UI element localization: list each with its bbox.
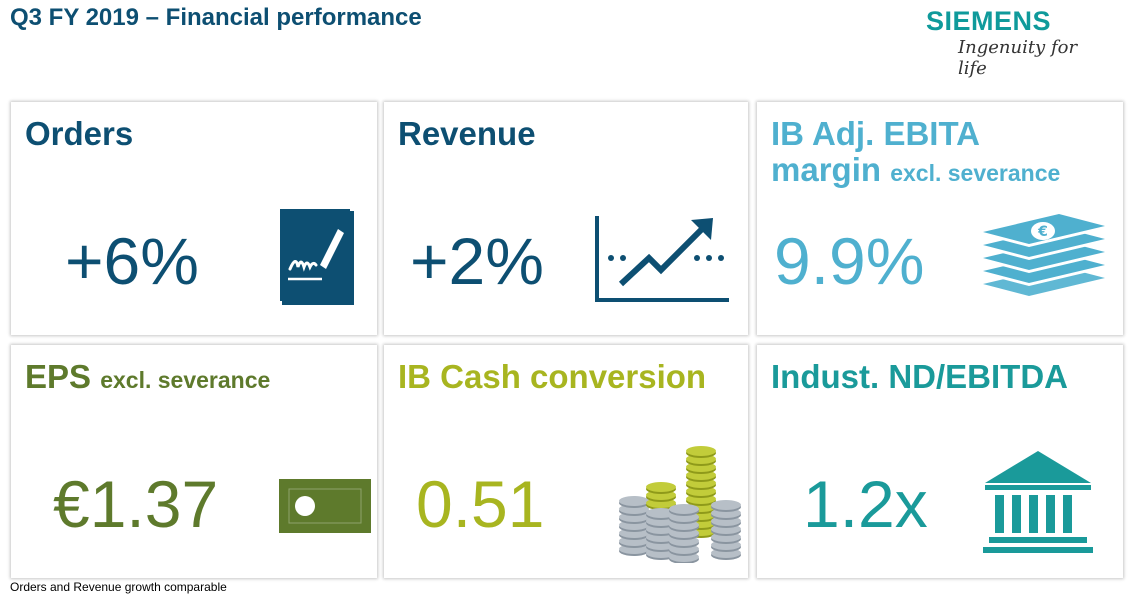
tile-value: €1.37	[53, 467, 219, 541]
kpi-tile-indust-nd-ebitda: Indust. ND/EBITDA 1.2x	[757, 345, 1123, 578]
rising-trend-chart-icon	[595, 216, 729, 302]
tile-value: 0.51	[416, 467, 545, 541]
euro-banknote-stack-icon: €	[983, 214, 1105, 296]
tile-title: EPS excl. severance	[25, 358, 271, 395]
page-title: Q3 FY 2019 – Financial performance	[10, 4, 422, 31]
kpi-tile-eps: EPS excl. severance €1.37	[11, 345, 377, 578]
tile-title: Indust. ND/EBITDA	[771, 358, 1068, 395]
tile-value: +6%	[65, 224, 199, 298]
tile-title-line2: margin	[771, 151, 882, 189]
siemens-logo: SIEMENS Ingenuity for life	[926, 6, 1106, 79]
tile-title: IB Adj. EBITA margin excl. severance	[771, 115, 1061, 189]
tile-title-line1: IB Adj. EBITA	[771, 115, 980, 152]
tile-subtitle: excl. severance	[890, 160, 1061, 187]
kpi-tile-orders: Orders +6%	[11, 102, 377, 335]
bank-building-icon	[983, 451, 1093, 553]
kpi-tile-revenue: Revenue +2%	[384, 102, 748, 335]
tile-title: Revenue	[398, 115, 536, 152]
tile-title-main: EPS	[25, 358, 92, 395]
svg-text:€: €	[1037, 224, 1048, 240]
banknote-icon	[279, 479, 371, 533]
tile-value: 1.2x	[803, 467, 928, 541]
signed-document-icon	[278, 207, 354, 305]
tile-value: 9.9%	[774, 224, 925, 298]
kpi-tile-ib-adj-ebita-margin: IB Adj. EBITA margin excl. severance 9.9…	[757, 102, 1123, 335]
tile-title: Orders	[25, 115, 134, 152]
logo-tagline: Ingenuity for life	[958, 37, 1078, 79]
tile-subtitle: excl. severance	[100, 367, 271, 393]
tile-title: IB Cash conversion	[398, 358, 707, 395]
tile-value: +2%	[410, 224, 544, 298]
footnote: Orders and Revenue growth comparable	[10, 580, 227, 594]
logo-wordmark: SIEMENS	[926, 6, 1052, 36]
kpi-tile-ib-cash-conversion: IB Cash conversion 0.51	[384, 345, 748, 578]
coin-stacks-icon	[619, 446, 741, 563]
